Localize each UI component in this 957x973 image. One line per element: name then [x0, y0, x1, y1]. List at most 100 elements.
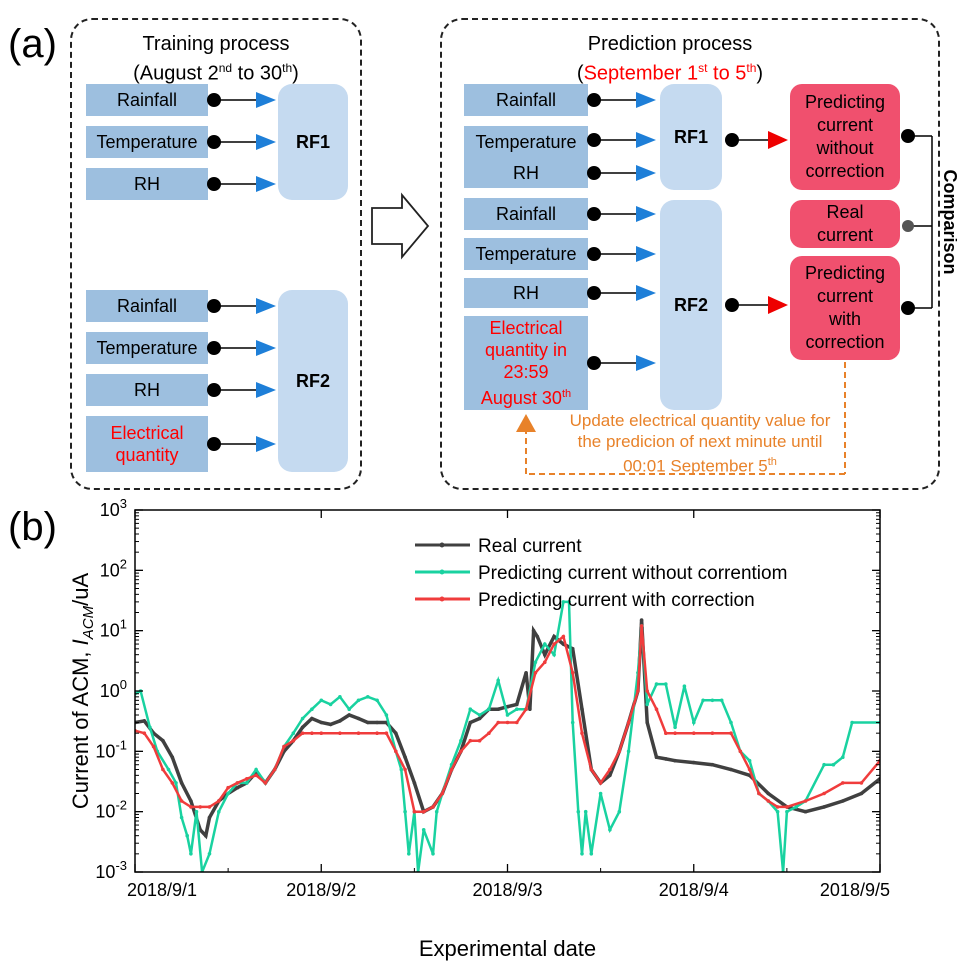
series-1-point: [189, 799, 193, 803]
series-3-point: [608, 767, 612, 772]
series-1-point: [235, 785, 240, 790]
series-1-point: [179, 781, 184, 785]
series-3-point: [757, 791, 761, 796]
out1-line3: without: [816, 138, 874, 158]
series-2-point: [552, 652, 556, 657]
series-2-point: [174, 781, 178, 785]
series-3-point: [496, 720, 501, 725]
prediction-elec-line4-sup: th: [561, 388, 572, 400]
series-2-point: [747, 758, 752, 763]
update-line3: 00:01 September 5th: [540, 452, 860, 477]
x-tick-label: 2018/9/5: [820, 880, 890, 900]
series-3-point: [142, 731, 147, 735]
series-2-point: [366, 695, 370, 699]
prediction-rf2: RF2: [660, 200, 722, 410]
series-3-point: [645, 689, 649, 693]
series-2-point: [682, 684, 687, 688]
training-title-prefix: (August 2: [133, 62, 219, 85]
series-2-point: [729, 720, 733, 725]
series-2-point: [673, 725, 677, 730]
training-input-rainfall-1: Rainfall: [86, 84, 208, 116]
series-2-point: [319, 698, 324, 703]
training-title-line1: Training process: [142, 33, 290, 55]
x-tick-label: 2018/9/1: [127, 880, 197, 900]
real-current-box: Real current: [790, 200, 900, 248]
x-tick-label: 2018/9/2: [286, 880, 356, 900]
series-1-point: [524, 671, 528, 675]
y-tick-label: 100: [100, 677, 127, 701]
out2-line1: Predicting: [804, 263, 886, 283]
series-1-point: [608, 773, 612, 778]
prediction-title-red-sup2: th: [746, 61, 757, 75]
y-tick-label: 10-3: [95, 858, 127, 882]
series-2-point: [245, 781, 249, 785]
series-3-point: [524, 707, 528, 711]
series-3-point: [263, 781, 268, 785]
series-3-point: [310, 731, 314, 735]
out1-line1: Predicting: [804, 92, 886, 112]
series-3-point: [803, 799, 808, 803]
series-3-point: [282, 744, 286, 749]
series-1-point: [528, 707, 532, 711]
series-2-point: [148, 725, 152, 730]
series-3-point: [561, 634, 566, 639]
series-2-point: [189, 852, 193, 856]
series-2-point: [645, 702, 649, 707]
series-1-point: [639, 618, 644, 622]
update-line3-sup: th: [767, 456, 777, 468]
series-3-point: [729, 731, 733, 735]
series-2-point: [701, 698, 705, 703]
series-1-point: [552, 634, 556, 639]
series-3-point: [664, 731, 668, 735]
series-1-point: [496, 707, 501, 711]
feedback-loop: [525, 362, 846, 475]
series-2-point: [583, 809, 588, 814]
series-2-point: [570, 720, 575, 725]
series-3-point: [636, 689, 640, 693]
series-3-point: [338, 731, 342, 735]
panel-a-label: (a): [8, 22, 57, 66]
prediction-elec-line2: quantity in: [484, 340, 568, 360]
prediction-input-temperature-1: Temperature: [464, 126, 588, 158]
series-2-point: [185, 833, 189, 838]
series-3-point: [217, 799, 221, 803]
series-2-point: [608, 828, 612, 832]
series-1-point: [328, 722, 333, 727]
series-3-point: [440, 791, 445, 796]
legend-entry: Predicting current without correntiom: [478, 563, 787, 584]
prediction-elec-line4: August 30th: [481, 383, 571, 409]
training-title-sup2: th: [282, 61, 293, 75]
legend-marker: [439, 596, 445, 602]
x-tick-label: 2018/9/4: [659, 880, 729, 900]
series-1-point: [859, 791, 864, 796]
series-2-point: [477, 713, 482, 717]
series-2-point: [431, 852, 435, 856]
panel-b-label: (b): [8, 505, 57, 549]
series-2-point: [338, 695, 342, 699]
training-title-end: ): [292, 62, 299, 85]
series-2-point: [710, 698, 715, 703]
series-3-point: [319, 731, 324, 735]
prediction-input-rh-2: RH: [464, 278, 588, 308]
series-1-point: [692, 760, 696, 765]
series-2-point: [617, 809, 622, 814]
series-3-point: [179, 799, 184, 803]
series-3-point: [477, 738, 482, 743]
training-input-rh-2: RH: [86, 374, 208, 406]
series-2-point: [356, 698, 361, 703]
training-rf2: RF2: [278, 290, 348, 472]
series-3-point: [161, 767, 165, 772]
series-2-point: [291, 731, 296, 735]
output-without-correction: Predicting current without correction: [790, 84, 900, 190]
series-1-point: [535, 634, 540, 639]
series-3-point: [394, 749, 398, 754]
series-2-point: [496, 678, 501, 683]
series-2-point: [468, 707, 473, 711]
series-1-point: [207, 815, 212, 820]
prediction-input-rainfall-2: Rainfall: [464, 198, 588, 230]
legend-marker: [439, 542, 445, 548]
series-3-point: [841, 781, 845, 785]
series-1-point: [338, 719, 342, 723]
series-3-point: [533, 671, 538, 675]
series-2-point: [533, 660, 538, 664]
